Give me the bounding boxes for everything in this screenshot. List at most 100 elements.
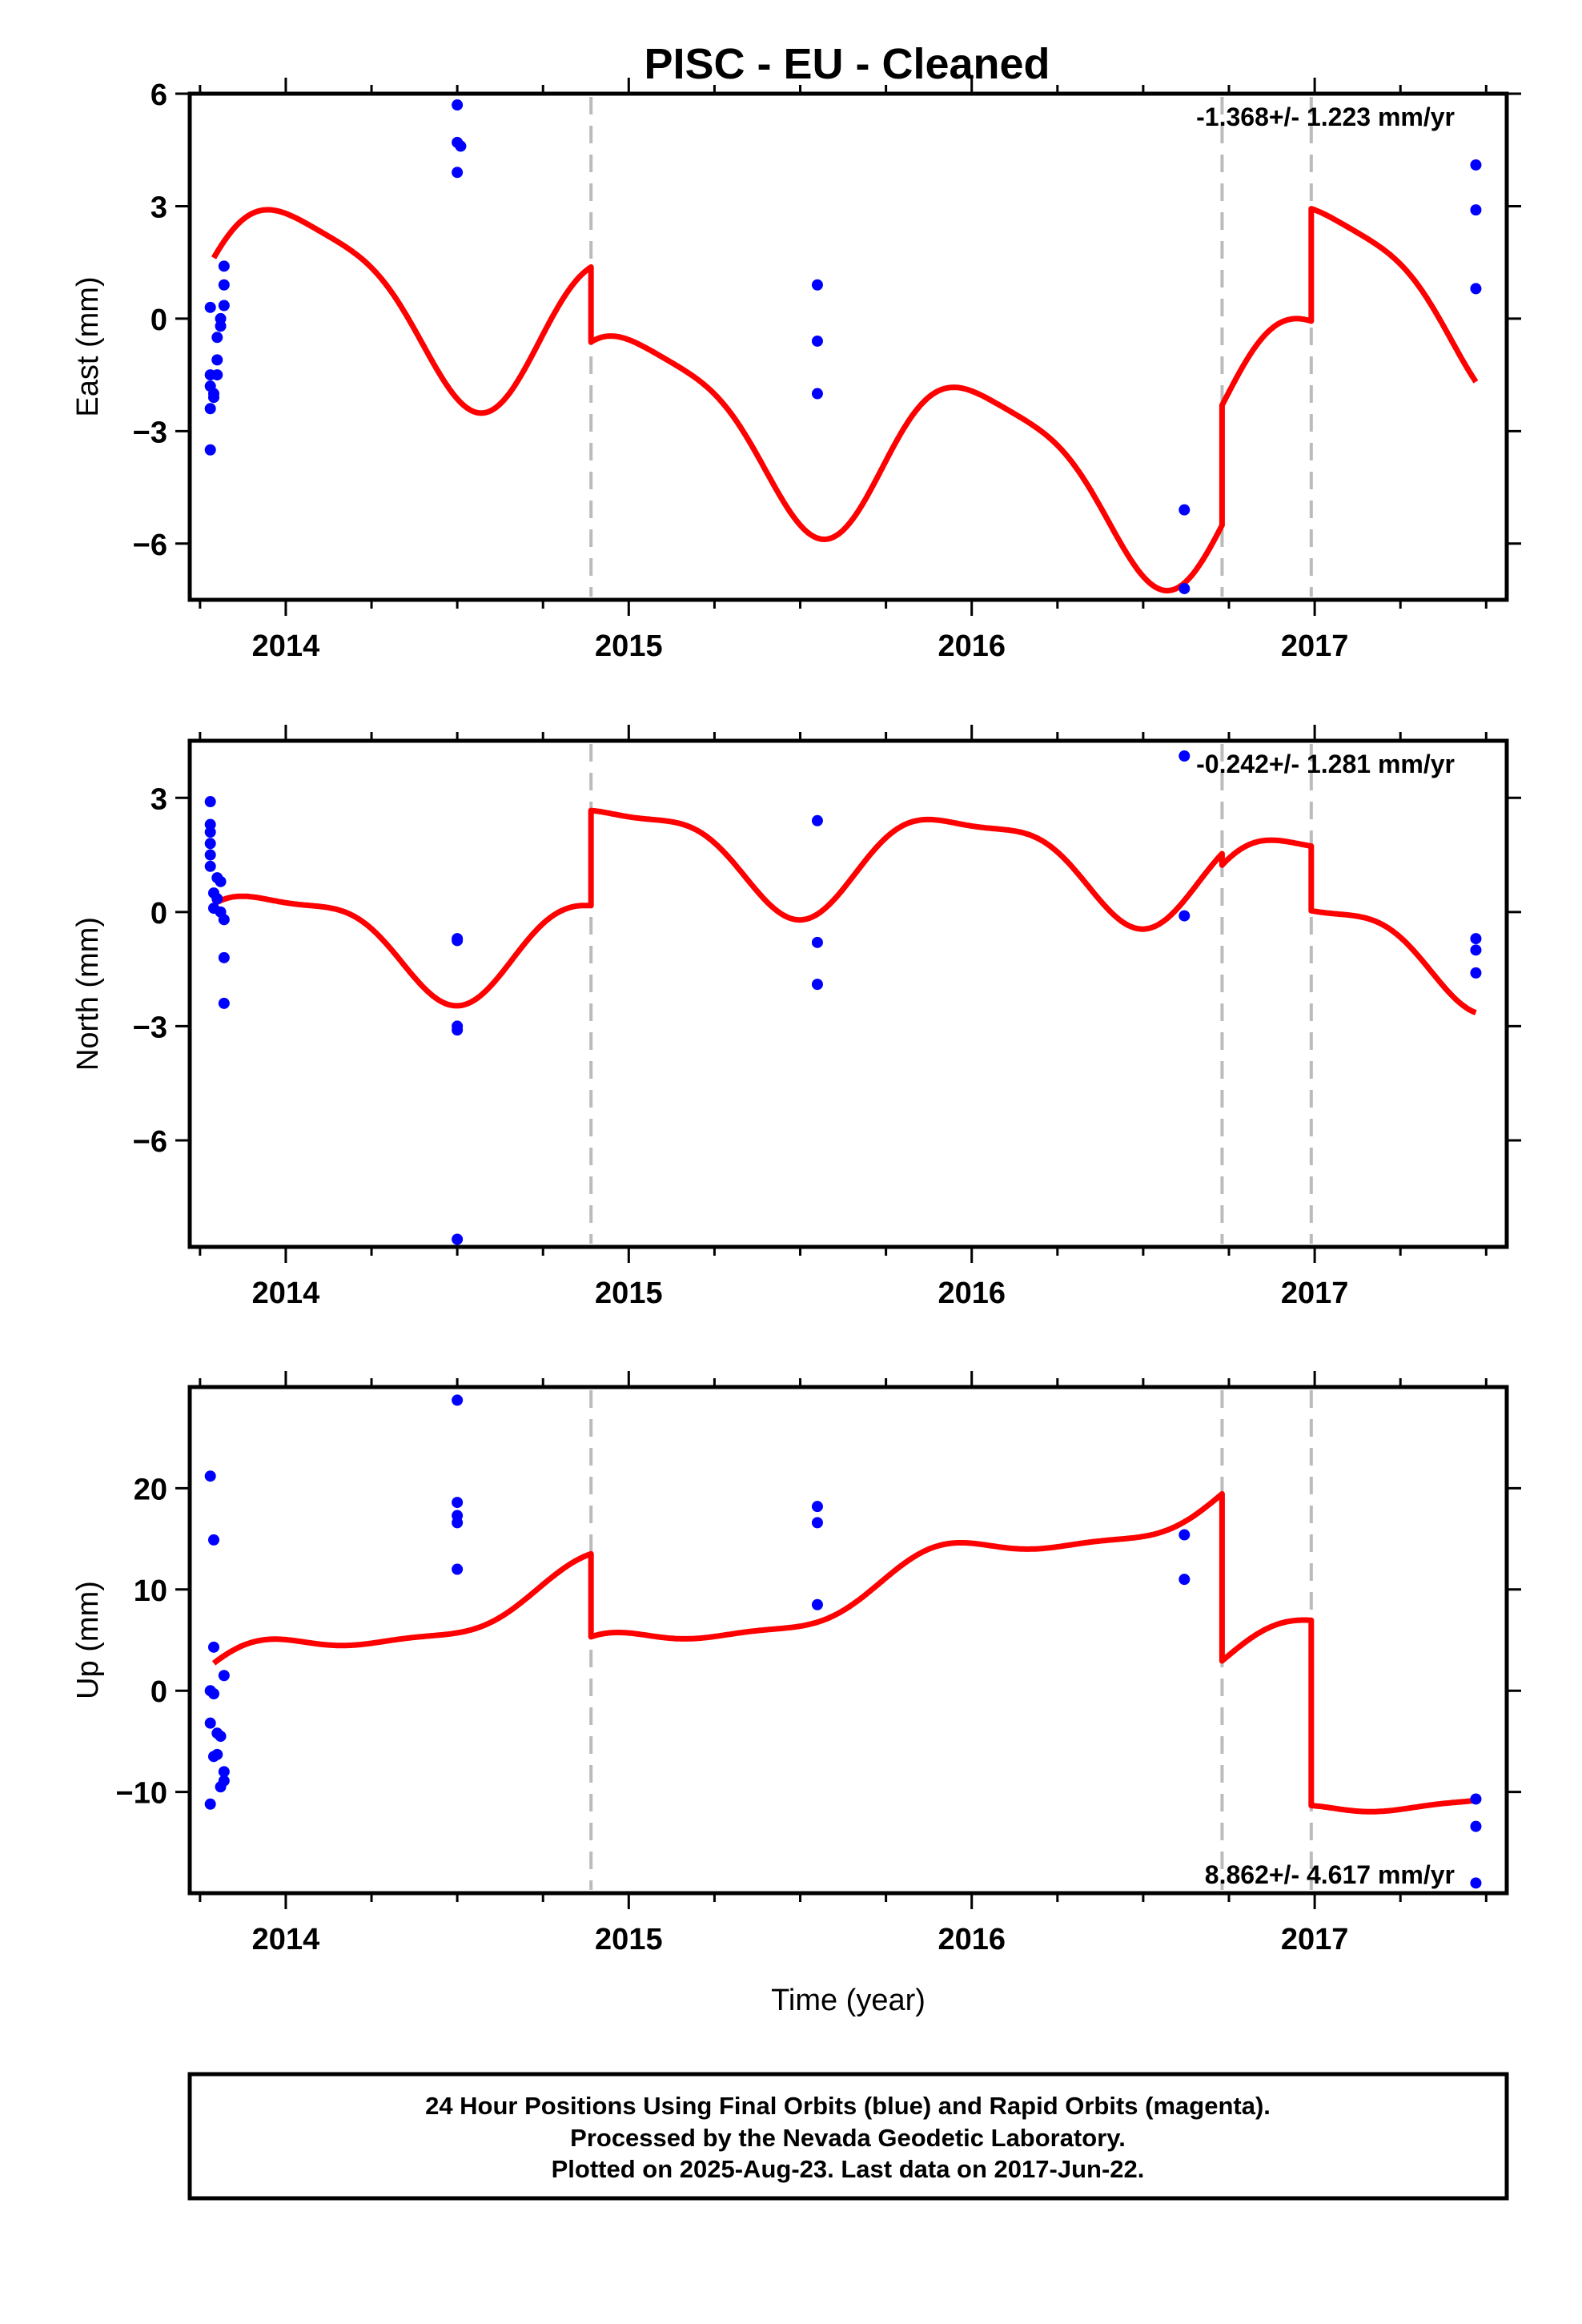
- data-point: [204, 860, 216, 872]
- y-tick-label: −3: [133, 416, 167, 449]
- y-axis-label: East (mm): [71, 276, 105, 416]
- data-point: [811, 814, 823, 826]
- data-point: [452, 1563, 464, 1575]
- caption-line-1: 24 Hour Positions Using Final Orbits (bl…: [425, 2092, 1271, 2120]
- data-point: [1470, 283, 1482, 295]
- data-point: [452, 1497, 464, 1509]
- data-point: [1470, 1877, 1482, 1889]
- data-point: [811, 388, 823, 400]
- y-tick-label: 20: [134, 1473, 167, 1506]
- data-point: [1470, 1793, 1482, 1805]
- y-tick-label: 0: [151, 304, 167, 337]
- data-point: [218, 300, 230, 312]
- data-point: [204, 1717, 216, 1729]
- model-line-east: [211, 206, 1479, 593]
- data-point: [207, 392, 219, 404]
- y-tick-label: −6: [133, 529, 167, 562]
- data-point: [1470, 967, 1482, 979]
- data-point: [811, 1517, 823, 1529]
- y-tick-label: 10: [134, 1574, 167, 1608]
- model-line-north: [212, 807, 1477, 1015]
- data-point: [215, 1731, 227, 1743]
- data-point: [1178, 750, 1191, 762]
- x-tick-label: 2017: [1281, 1923, 1349, 1956]
- data-point: [207, 1534, 219, 1546]
- caption-frame: [187, 2072, 1509, 2201]
- rate-annotation: 8.862+/- 4.617 mm/yr: [1205, 1860, 1455, 1889]
- caption-box: 24 Hour Positions Using Final Orbits (bl…: [187, 2072, 1509, 2201]
- data-point: [211, 1748, 223, 1760]
- data-point: [1178, 1529, 1191, 1541]
- data-point: [452, 935, 464, 947]
- panels: 2014 2015 2016 2017 6 3 0 −3 −6 East (mm) -1.368+/…: [71, 78, 1521, 2017]
- data-point: [218, 951, 230, 963]
- data-point: [452, 99, 464, 111]
- x-tick-label: 2016: [938, 1277, 1006, 1310]
- data-point: [452, 1394, 464, 1406]
- data-point: [811, 936, 823, 948]
- data-point: [218, 997, 230, 1009]
- data-point: [455, 140, 467, 152]
- y-axis-label: Up (mm): [71, 1581, 105, 1699]
- data-point: [204, 1470, 216, 1482]
- data-point: [811, 1598, 823, 1610]
- data-point: [218, 260, 230, 272]
- data-point: [811, 335, 823, 347]
- data-point: [1470, 933, 1482, 945]
- caption-line-2: Processed by the Nevada Geodetic Laborat…: [570, 2124, 1126, 2152]
- data-point: [811, 279, 823, 291]
- data-point: [204, 403, 216, 415]
- data-point: [218, 1670, 230, 1682]
- data-point: [204, 796, 216, 808]
- x-tick-label: 2017: [1281, 1277, 1349, 1310]
- rate-annotation: -1.368+/- 1.223 mm/yr: [1196, 103, 1455, 131]
- x-tick-label: 2014: [252, 1923, 320, 1956]
- plot-frame: [187, 91, 1509, 602]
- data-point: [204, 849, 216, 861]
- model-line-up: [211, 1490, 1477, 1815]
- data-point: [207, 1641, 219, 1653]
- data-point: [204, 826, 216, 838]
- panel-up: 2014 2015 2016 2017 20 10 0 −10 Up (mm) Time (yea…: [71, 1371, 1521, 2017]
- data-point: [215, 1781, 227, 1793]
- data-point: [211, 893, 223, 905]
- data-point: [1470, 944, 1482, 956]
- data-point: [211, 369, 223, 381]
- data-point: [207, 1687, 219, 1699]
- y-axis-label: North (mm): [71, 917, 105, 1071]
- data-point: [204, 444, 216, 456]
- y-tick-label: −6: [133, 1125, 167, 1159]
- x-tick-label: 2016: [938, 629, 1006, 663]
- panel-north: 2014 2015 2016 2017 3 0 −3 −6 North (mm) -0.242+/…: [71, 725, 1521, 1310]
- panel-east: 2014 2015 2016 2017 6 3 0 −3 −6 East (mm) -1.368+/…: [71, 78, 1521, 663]
- plot-frame: [187, 738, 1509, 1249]
- data-point: [215, 312, 227, 324]
- x-tick-label: 2016: [938, 1923, 1006, 1956]
- y-tick-label: 3: [151, 191, 167, 224]
- data-point: [204, 838, 216, 850]
- caption-line-3: Plotted on 2025-Aug-23. Last data on 201…: [552, 2155, 1145, 2183]
- data-point: [211, 332, 223, 344]
- x-tick-label: 2014: [252, 629, 320, 663]
- x-tick-label: 2017: [1281, 629, 1349, 663]
- x-axis-label: Time (year): [771, 1984, 926, 2017]
- y-tick-label: −3: [133, 1011, 167, 1044]
- plot-frame: [187, 1385, 1509, 1896]
- data-point: [218, 914, 230, 926]
- data-point: [204, 301, 216, 313]
- data-point: [1178, 1574, 1191, 1586]
- x-tick-label: 2015: [595, 1277, 663, 1310]
- data-point: [811, 979, 823, 991]
- y-tick-label: 0: [151, 897, 167, 931]
- data-point: [1470, 204, 1482, 216]
- data-point: [1470, 159, 1482, 171]
- x-tick-label: 2015: [595, 629, 663, 663]
- data-point: [811, 1501, 823, 1513]
- y-tick-label: 0: [151, 1675, 167, 1709]
- data-point: [1178, 582, 1191, 594]
- data-point: [452, 1024, 464, 1036]
- x-tick-label: 2014: [252, 1277, 320, 1310]
- data-point: [1178, 504, 1191, 516]
